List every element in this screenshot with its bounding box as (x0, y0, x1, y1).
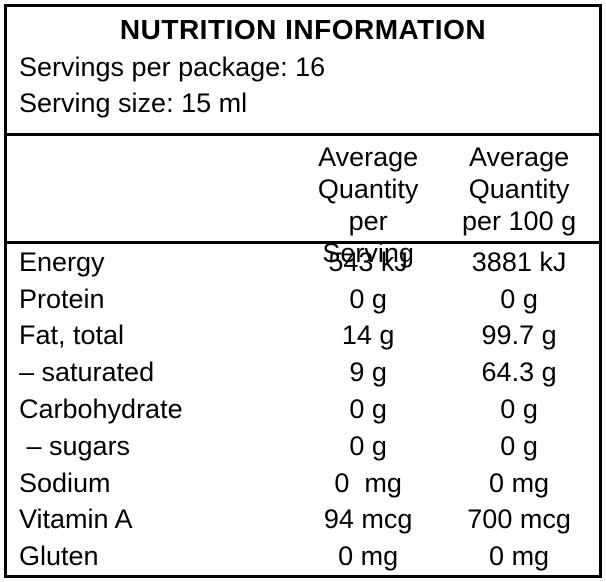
per-serving-value: 0 g (349, 394, 387, 425)
table-row: Protein 0 g 0 g (7, 281, 599, 318)
col-header-per-100g: Average Quantity per 100 g (462, 142, 577, 236)
divider-header (7, 241, 599, 244)
nutrient-label: Fat, total (19, 320, 125, 351)
nutrition-label-panel: NUTRITION INFORMATION Servings per packa… (4, 4, 602, 578)
per-serving-value: 543 kJ (328, 246, 408, 277)
table-row: – saturated 9 g 64.3 g (7, 354, 599, 391)
per-100g-value: 99.7 g (481, 320, 557, 351)
nutrient-label: Vitamin A (19, 504, 133, 535)
per-serving-value: 14 g (341, 320, 395, 351)
table-row: Fat, total 14 g 99.7 g (7, 318, 599, 355)
table-row: Carbohydrate 0 g 0 g (7, 391, 599, 428)
nutrient-label: Gluten (19, 541, 99, 572)
nutrient-label: Sodium (19, 467, 111, 498)
nutrient-label: Protein (19, 283, 105, 314)
table-row: Vitamin A 94 mcg 700 mcg (7, 501, 599, 538)
per-100g-value: 0 g (500, 283, 538, 314)
per-100g-value: 64.3 g (481, 357, 557, 388)
nutrient-label: – saturated (19, 357, 155, 388)
per-100g-value: 0 g (500, 430, 538, 461)
per-serving-value: 0 mg (338, 541, 399, 572)
nutrient-table-body: Energy 543 kJ 3881 kJ Protein 0 g 0 g Fat, tot… (7, 244, 599, 575)
servings-per-package: Servings per package: 16 (19, 52, 326, 82)
per-serving-value: 0 g (349, 283, 387, 314)
per-serving-value: 0 mg (334, 467, 402, 498)
label-header-block: NUTRITION INFORMATION Servings per packa… (7, 7, 599, 133)
label-title: NUTRITION INFORMATION (119, 14, 487, 45)
per-100g-value: 3881 kJ (471, 246, 567, 277)
per-serving-value: 9 g (349, 357, 387, 388)
divider-top (7, 133, 599, 136)
table-row: Sodium 0 mg 0 mg (7, 465, 599, 502)
col-header-per-serving: Average Quantity per Serving (317, 142, 419, 268)
table-row: Gluten 0 mg 0 mg (7, 538, 599, 575)
per-serving-value: 94 mcg (323, 504, 413, 535)
per-100g-value: 700 mcg (467, 504, 571, 535)
per-100g-value: 0 g (500, 394, 538, 425)
serving-size: Serving size: 15 ml (19, 88, 248, 118)
nutrient-label: Carbohydrate (19, 394, 183, 425)
nutrient-label: – sugars (19, 430, 131, 461)
per-100g-value: 0 mg (489, 541, 550, 572)
table-row: Energy 543 kJ 3881 kJ (7, 244, 599, 281)
table-row: – sugars 0 g 0 g (7, 428, 599, 465)
nutrient-label: Energy (19, 246, 105, 277)
per-serving-value: 0 g (349, 430, 387, 461)
per-100g-value: 0 mg (489, 467, 550, 498)
column-header-row: Average Quantity per Serving Average Qua… (7, 136, 599, 268)
